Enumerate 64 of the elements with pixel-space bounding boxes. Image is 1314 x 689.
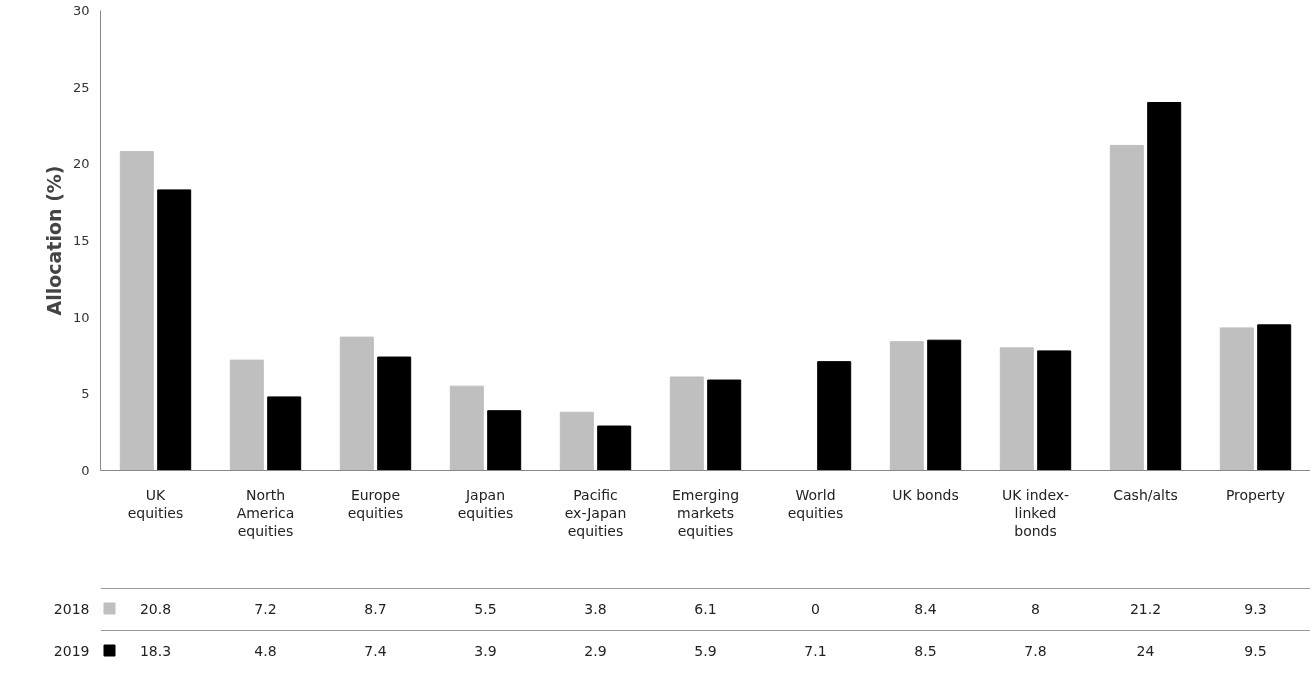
bar (229, 359, 264, 471)
data-label: 20.8 (139, 600, 172, 617)
bar (1219, 327, 1254, 471)
legend-label: 2018 (53, 600, 90, 617)
data-label: 2.9 (584, 642, 607, 659)
data-label: 21.2 (1129, 600, 1162, 617)
data-label: 7.4 (364, 642, 387, 659)
y-tick-label: 25 (72, 79, 90, 95)
bar (339, 336, 374, 471)
legend-label: 2019 (53, 642, 90, 659)
data-label: 3.9 (474, 642, 497, 659)
data-label: 6.1 (694, 600, 717, 617)
data-label: 18.3 (139, 642, 172, 659)
x-tick-label: Pacific ex-Japan equities (564, 486, 627, 540)
data-label: 0 (811, 600, 820, 617)
x-tick-label: UK index-linked bonds (1001, 486, 1070, 540)
bar (669, 376, 704, 471)
bar (999, 347, 1034, 471)
data-label: 5.9 (694, 642, 717, 659)
x-tick-label: Emerging markets equities (671, 486, 740, 540)
bar (487, 410, 522, 471)
y-tick-label: 5 (81, 386, 90, 402)
x-tick-label: North America equities (236, 486, 295, 540)
x-tick-label: UK equities (127, 486, 184, 521)
bar (1257, 324, 1292, 471)
bar (889, 341, 924, 471)
bar (1147, 102, 1182, 471)
bar (1109, 144, 1144, 471)
bar (157, 189, 192, 471)
bar (597, 425, 632, 471)
data-label: 8.5 (914, 642, 937, 659)
bar (119, 151, 154, 471)
data-label: 7.2 (254, 600, 277, 617)
y-axis-title: Allocation (%) (42, 165, 65, 316)
x-tick-label: Japan equities (457, 486, 514, 521)
data-label: 3.8 (584, 600, 607, 617)
y-tick-label: 15 (72, 233, 90, 248)
data-label: 8.4 (914, 600, 937, 617)
bar (449, 385, 484, 471)
data-label: 8 (1031, 600, 1040, 617)
bar (377, 356, 412, 471)
x-tick-label: World equities (787, 486, 844, 521)
y-tick-label: 30 (72, 3, 90, 18)
data-label: 7.8 (1024, 642, 1047, 659)
y-tick-label: 0 (81, 463, 90, 478)
y-tick-label: 20 (72, 156, 90, 172)
data-label: 8.7 (364, 600, 387, 617)
x-tick-label: Property (1225, 486, 1286, 503)
y-tick-label: 10 (72, 309, 90, 325)
bar (267, 396, 302, 471)
data-label: 7.1 (804, 642, 827, 659)
data-label: 4.8 (254, 642, 277, 659)
x-tick-label: UK bonds (892, 486, 959, 503)
x-tick-label: Cash/alts (1113, 486, 1178, 503)
bar (707, 379, 742, 471)
bar (1037, 350, 1072, 471)
bar (927, 339, 962, 471)
data-label: 24 (1136, 642, 1155, 659)
x-tick-label: Europe equities (347, 486, 404, 521)
data-label: 5.5 (474, 600, 497, 617)
data-label: 9.5 (1244, 642, 1267, 659)
bar (817, 361, 852, 471)
data-label: 9.3 (1244, 600, 1267, 617)
bar (559, 411, 594, 471)
